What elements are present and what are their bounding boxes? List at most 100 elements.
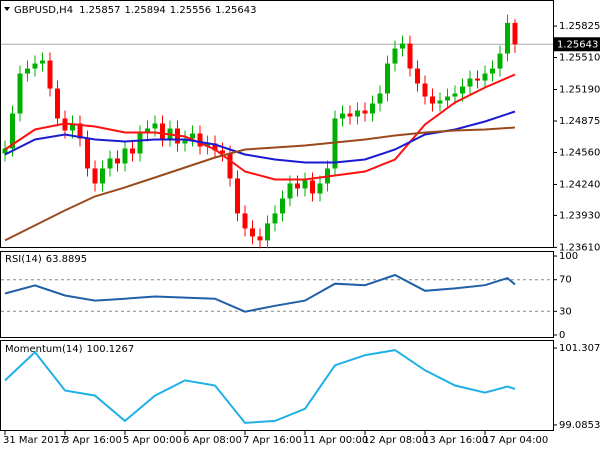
candle-body <box>17 73 23 114</box>
candle-body <box>280 198 285 214</box>
candle-body <box>55 88 60 119</box>
candle-body <box>497 53 503 69</box>
candle-body <box>370 103 375 114</box>
x-tick-label: 7 Apr 16:00 <box>243 435 302 446</box>
candle-body <box>77 123 83 139</box>
candle-body <box>340 113 345 119</box>
candle-body <box>197 133 203 147</box>
candle-body <box>415 68 420 84</box>
candle-body <box>475 78 480 81</box>
x-tick-label: 3 Apr 16:00 <box>63 435 122 446</box>
candle-body <box>295 183 300 189</box>
candle-body <box>460 86 465 94</box>
y-tick-label: 99.0853 <box>559 420 600 431</box>
candle-body <box>272 213 278 224</box>
momentum-panel <box>0 340 554 431</box>
price-label: 1.25643 <box>557 39 598 50</box>
candle-body <box>467 78 473 87</box>
y-tick-label: 1.23930 <box>559 210 600 221</box>
momentum-header: Momentum(14) 100.1267 <box>5 344 134 355</box>
symbol-title: GBPUSD,H4 <box>14 5 73 16</box>
y-tick-label: 1.23610 <box>559 242 600 253</box>
rsi-title: RSI(14) <box>5 254 42 265</box>
last-open: 1.25857 <box>79 5 120 16</box>
candle-body <box>152 123 158 129</box>
candle-body <box>85 138 90 169</box>
candle-body <box>190 133 195 139</box>
candle-body <box>145 128 150 134</box>
momentum-title: Momentum(14) <box>5 344 83 355</box>
series-line <box>4 110 516 164</box>
candle-body <box>227 153 233 179</box>
candle-body <box>235 178 240 214</box>
candle-body <box>70 123 75 131</box>
y-tick-label: 101.3077 <box>559 343 600 354</box>
y-tick-label: 1.25190 <box>559 85 600 96</box>
y-tick-label: 70 <box>559 275 572 286</box>
candle-body <box>407 43 413 69</box>
x-tick-label: 5 Apr 00:00 <box>123 435 182 446</box>
momentum-last: 100.1267 <box>87 344 135 355</box>
candle-body <box>205 143 210 147</box>
candle-body <box>347 113 353 117</box>
candle-body <box>47 60 53 89</box>
candle-body <box>220 150 225 154</box>
candle-body <box>10 113 15 149</box>
candle-body <box>512 22 518 45</box>
y-tick-label: 30 <box>559 306 572 317</box>
candle-body <box>362 110 368 114</box>
candle-body <box>265 223 270 241</box>
candle-body <box>287 183 293 199</box>
price-panel <box>0 0 554 248</box>
candle-body <box>40 60 45 64</box>
candle-body <box>100 168 105 184</box>
candle-body <box>212 143 218 151</box>
x-tick-label: 11 Apr 00:00 <box>303 435 368 446</box>
candle-body <box>250 228 255 237</box>
candle-body <box>505 22 510 54</box>
candle-body <box>317 183 323 194</box>
candle-body <box>2 148 8 154</box>
x-tick-label: 17 Apr 04:00 <box>483 435 548 446</box>
x-tick-label: 12 Apr 08:00 <box>363 435 428 446</box>
y-tick-label: 0 <box>559 330 565 341</box>
rsi-panel <box>0 251 554 338</box>
candle-body <box>400 43 405 49</box>
series-line <box>4 349 516 424</box>
y-tick-label: 1.25825 <box>559 21 600 32</box>
series-line <box>4 73 516 181</box>
last-low: 1.25556 <box>170 5 211 16</box>
candle-body <box>452 93 458 97</box>
candle-body <box>422 83 428 97</box>
candle-body <box>482 73 488 81</box>
candle-body <box>130 148 135 154</box>
candle-body <box>115 158 120 164</box>
series-line <box>4 273 516 313</box>
candle-body <box>302 180 308 189</box>
candle-body <box>32 63 38 69</box>
candle-body <box>25 68 30 74</box>
price-label-box <box>553 37 600 52</box>
candle-body <box>445 96 450 101</box>
last-close: 1.25643 <box>215 5 256 16</box>
candle-body <box>92 168 98 184</box>
collapse-icon <box>4 7 10 11</box>
candle-body <box>355 110 360 117</box>
x-tick-label: 13 Apr 16:00 <box>423 435 488 446</box>
y-tick-label: 1.25510 <box>559 53 600 64</box>
candle-body <box>160 123 165 139</box>
candle-body <box>107 158 113 169</box>
y-tick-label: 1.24240 <box>559 179 600 190</box>
x-tick-label: 31 Mar 2017 <box>3 435 66 446</box>
y-tick-label: 1.24875 <box>559 116 600 127</box>
series-line <box>4 126 516 242</box>
candle-body <box>377 93 383 104</box>
last-high: 1.25894 <box>124 5 165 16</box>
x-tick-label: 6 Apr 08:00 <box>183 435 242 446</box>
candle-body <box>122 148 128 164</box>
y-tick-label: 100 <box>559 251 578 262</box>
candle-body <box>242 213 248 229</box>
y-tick-label: 1.24560 <box>559 147 600 158</box>
